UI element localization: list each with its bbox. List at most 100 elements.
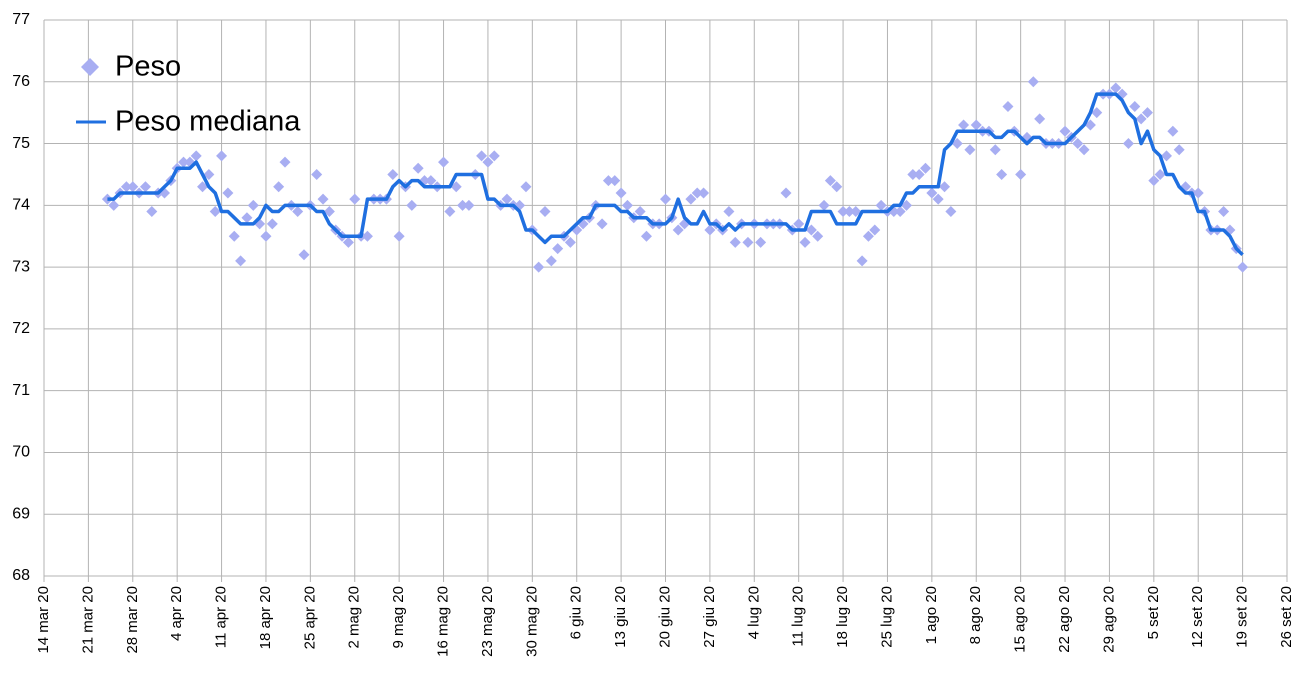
data-point	[1034, 113, 1046, 125]
data-point	[1122, 138, 1134, 150]
x-tick-label: 21 mar 20	[79, 586, 96, 654]
data-point	[1135, 113, 1147, 125]
data-point	[621, 199, 633, 211]
x-tick-label: 19 set 20	[1234, 586, 1251, 648]
x-tick-label: 15 ago 20	[1012, 586, 1029, 653]
data-point	[945, 206, 957, 218]
data-point	[254, 218, 266, 230]
data-point	[406, 199, 418, 211]
data-point	[317, 193, 329, 205]
data-point	[634, 206, 646, 218]
data-point	[1084, 119, 1096, 131]
x-tick-label: 2 mag 20	[346, 586, 363, 649]
data-point	[216, 150, 228, 162]
data-point	[1161, 150, 1173, 162]
x-tick-label: 26 set 20	[1278, 586, 1295, 648]
data-point	[723, 206, 735, 218]
data-point	[361, 230, 373, 242]
data-point	[545, 255, 557, 267]
data-point	[939, 181, 951, 193]
data-point	[501, 193, 513, 205]
data-point	[552, 243, 564, 255]
data-point	[241, 212, 253, 224]
data-point	[640, 230, 652, 242]
y-tick-label: 76	[12, 73, 30, 90]
data-point	[818, 199, 830, 211]
data-point	[1154, 168, 1166, 180]
data-point	[520, 181, 532, 193]
data-point	[323, 206, 335, 218]
data-point	[247, 199, 259, 211]
x-tick-label: 11 apr 20	[213, 586, 230, 648]
data-point	[805, 224, 817, 236]
data-point	[463, 199, 475, 211]
y-tick-label: 70	[12, 444, 30, 461]
data-point	[279, 156, 291, 168]
data-point	[989, 144, 1001, 156]
data-point	[907, 168, 919, 180]
x-tick-label: 11 lug 20	[790, 586, 807, 647]
y-tick-label: 77	[12, 11, 30, 28]
data-point	[672, 224, 684, 236]
data-point	[108, 199, 120, 211]
data-point	[178, 156, 190, 168]
x-tick-label: 25 lug 20	[878, 586, 895, 648]
x-tick-label: 8 ago 20	[967, 586, 984, 644]
data-point	[482, 156, 494, 168]
data-point	[691, 187, 703, 199]
data-point	[1110, 82, 1122, 94]
data-point	[539, 206, 551, 218]
x-tick-label: 6 giu 20	[568, 586, 585, 639]
data-point	[533, 261, 545, 273]
data-point	[1167, 125, 1179, 137]
data-point	[1192, 187, 1204, 199]
x-tick-label: 28 mar 20	[124, 586, 141, 654]
data-point	[1072, 138, 1084, 150]
data-point	[457, 199, 469, 211]
x-tick-label: 4 apr 20	[168, 586, 185, 641]
data-point	[1027, 76, 1039, 88]
data-point	[209, 206, 221, 218]
x-tick-label: 14 mar 20	[35, 586, 52, 654]
data-line	[107, 92, 1244, 257]
data-point	[894, 206, 906, 218]
data-point	[438, 156, 450, 168]
data-point	[1059, 125, 1071, 137]
data-point	[780, 187, 792, 199]
y-tick-label: 74	[12, 197, 30, 214]
data-point	[1015, 168, 1027, 180]
data-point	[190, 150, 202, 162]
data-point	[660, 193, 671, 205]
y-tick-label: 73	[12, 258, 30, 275]
x-tick-label: 13 giu 20	[612, 586, 629, 648]
x-tick-label: 22 ago 20	[1056, 586, 1073, 653]
data-point	[926, 187, 938, 199]
data-point	[799, 236, 811, 248]
data-point	[609, 175, 621, 187]
data-point	[1129, 100, 1141, 112]
data-point	[235, 255, 247, 267]
legend: Peso Peso mediana	[76, 51, 301, 138]
data-point	[596, 218, 608, 230]
data-point	[349, 193, 361, 205]
data-point	[488, 150, 500, 162]
data-point	[393, 230, 405, 242]
data-point	[342, 236, 354, 248]
data-point	[862, 230, 874, 242]
data-point	[843, 206, 855, 218]
x-tick-label: 18 lug 20	[834, 586, 851, 648]
data-point	[425, 175, 437, 187]
data-point	[793, 218, 805, 230]
data-point	[1148, 175, 1160, 187]
data-point	[704, 224, 716, 236]
x-tick-label: 23 mag 20	[479, 586, 496, 657]
data-point	[197, 181, 209, 193]
legend-label: Peso	[115, 51, 181, 83]
x-tick-label: 16 mag 20	[435, 586, 452, 657]
data-point	[850, 206, 862, 218]
y-tick-label: 69	[12, 505, 30, 522]
data-point	[292, 206, 304, 218]
legend-label: Peso mediana	[115, 106, 301, 138]
data-point	[996, 168, 1008, 180]
